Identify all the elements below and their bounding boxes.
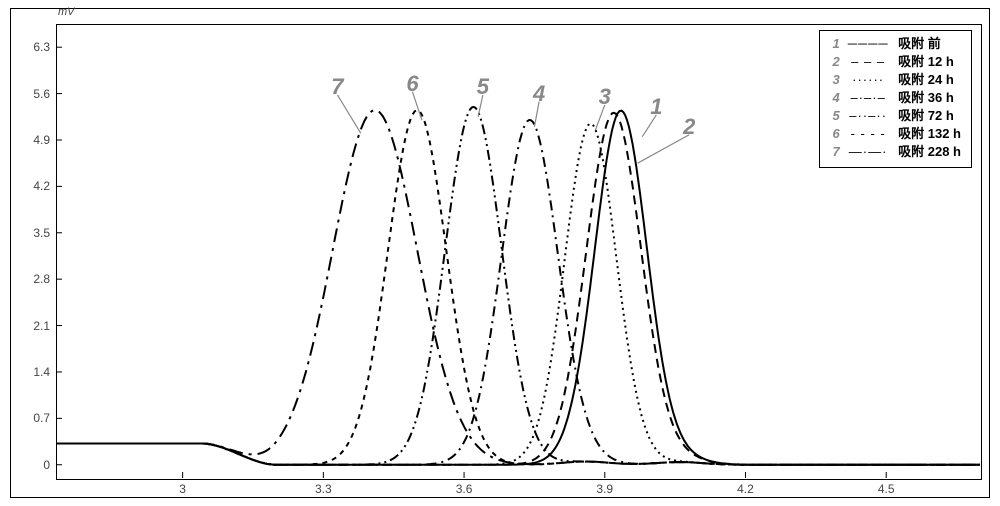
legend-row-6: 6- - - -吸附 132 h [828,125,961,143]
legend-label: 吸附 36 h [892,89,954,107]
y-tick-label: 4.2 [33,179,50,193]
legend-num: 7 [828,143,844,161]
legend-swatch: –··–·· [844,107,892,125]
legend-num: 5 [828,107,844,125]
y-tick-label: 2.1 [33,319,50,333]
peak-label-3: 3 [599,84,611,110]
legend-num: 1 [828,35,844,53]
peak-label-7: 7 [331,74,343,100]
y-tick-label: 0 [43,458,50,472]
y-tick-label: 2.8 [33,272,50,286]
y-tick-label: 3.5 [33,226,50,240]
legend-swatch: – – – [844,53,892,71]
legend-swatch: ──── [844,35,892,53]
x-tick-label: 3 [179,482,186,496]
legend-row-2: 2– – –吸附 12 h [828,53,961,71]
y-tick-label: 0.7 [33,411,50,425]
y-tick-label: 1.4 [33,365,50,379]
legend-num: 4 [828,89,844,107]
legend: 1────吸附 前2– – –吸附 12 h3······吸附 24 h4–·–… [819,30,972,168]
y-tick-label: 5.6 [33,87,50,101]
legend-row-1: 1────吸附 前 [828,35,961,53]
legend-label: 吸附 24 h [892,71,954,89]
y-tick-label: 6.3 [33,40,50,54]
legend-label: 吸附 132 h [892,125,961,143]
legend-swatch: ······ [844,71,892,89]
legend-row-4: 4–·–·–吸附 36 h [828,89,961,107]
legend-num: 2 [828,53,844,71]
legend-num: 6 [828,125,844,143]
series-3 [56,124,980,465]
peak-label-1: 1 [650,94,662,120]
x-tick-label: 3.3 [315,482,332,496]
peak-label-6: 6 [406,71,418,97]
x-tick-label: 3.9 [596,482,613,496]
legend-label: 吸附 228 h [892,143,961,161]
chart-container: mV 1────吸附 前2– – –吸附 12 h3······吸附 24 h4… [0,0,1000,506]
legend-row-5: 5–··–··吸附 72 h [828,107,961,125]
series-4 [56,120,980,465]
legend-swatch: - - - - [844,125,892,143]
peak-label-2: 2 [683,114,695,140]
peak-label-4: 4 [533,81,545,107]
legend-row-7: 7—·—·吸附 228 h [828,143,961,161]
x-tick-label: 4.5 [878,482,895,496]
peak-label-5: 5 [477,74,489,100]
legend-label: 吸附 12 h [892,53,954,71]
x-tick-label: 3.6 [456,482,473,496]
legend-row-3: 3······吸附 24 h [828,71,961,89]
legend-num: 3 [828,71,844,89]
legend-label: 吸附 前 [892,35,941,53]
legend-swatch: –·–·– [844,89,892,107]
legend-swatch: —·—· [844,143,892,161]
x-tick-label: 4.2 [737,482,754,496]
legend-label: 吸附 72 h [892,107,954,125]
y-tick-label: 4.9 [33,133,50,147]
